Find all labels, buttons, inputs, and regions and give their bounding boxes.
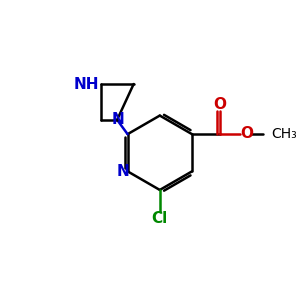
Text: N: N [112,112,125,127]
Text: CH₃: CH₃ [271,127,297,141]
Text: NH: NH [74,76,99,92]
Text: N: N [116,164,129,179]
Text: Cl: Cl [152,211,168,226]
Text: O: O [213,97,226,112]
Text: O: O [240,126,253,141]
